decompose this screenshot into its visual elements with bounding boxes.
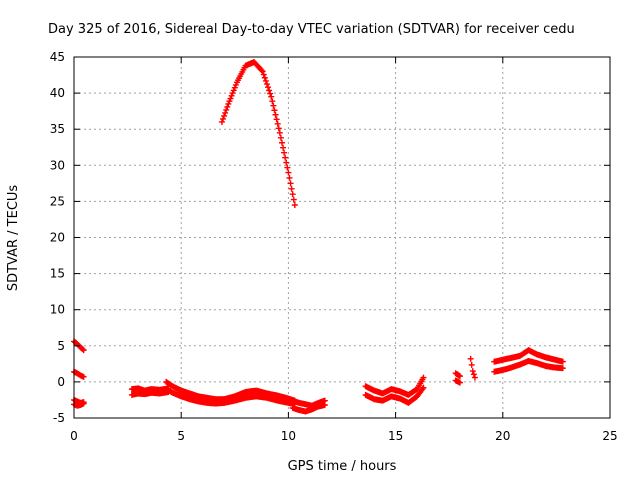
data-point <box>228 92 235 99</box>
data-point <box>80 400 87 407</box>
y-tick-label: 45 <box>50 50 65 64</box>
data-point <box>456 379 463 386</box>
data-point <box>271 107 278 114</box>
data-point <box>291 202 298 209</box>
data-point <box>420 374 427 381</box>
data-point <box>321 402 328 409</box>
data-point <box>227 95 234 102</box>
y-tick-label: 0 <box>57 375 65 389</box>
data-point <box>456 373 463 380</box>
data-point <box>262 77 269 84</box>
data-point <box>222 109 229 116</box>
data-point <box>269 98 276 105</box>
data-point <box>283 159 290 166</box>
data-point <box>273 116 280 123</box>
data-point <box>268 93 275 100</box>
y-tick-label: 10 <box>50 303 65 317</box>
x-tick-label: 0 <box>70 429 78 443</box>
x-tick-label: 20 <box>495 429 510 443</box>
tick-labels: 0 5 10 15 20 25 -5 0 5 10 15 20 25 30 35 40 45 <box>50 50 618 443</box>
grid <box>74 57 610 418</box>
data-point <box>231 84 238 91</box>
data-point <box>288 185 295 192</box>
data-point <box>281 149 288 156</box>
y-tick-label: 30 <box>50 158 65 172</box>
y-tick-label: -5 <box>53 411 65 425</box>
data-point <box>287 180 294 187</box>
data-point <box>263 81 270 88</box>
x-tick-label: 5 <box>177 429 185 443</box>
data-point <box>224 103 231 110</box>
data-point <box>270 102 277 109</box>
data-point <box>267 90 274 97</box>
data-point <box>420 384 427 391</box>
data-point <box>266 87 273 94</box>
data-point <box>232 81 239 88</box>
data-point <box>229 90 236 97</box>
chart-title: Day 325 of 2016, Sidereal Day-to-day VTE… <box>48 22 575 37</box>
data-point <box>286 174 293 181</box>
data-point <box>221 112 228 119</box>
data-point <box>275 125 282 132</box>
data-point <box>455 372 462 379</box>
data-point <box>258 67 265 74</box>
y-tick-label: 15 <box>50 267 65 281</box>
y-tick-label: 5 <box>57 339 65 353</box>
data-point <box>259 68 266 75</box>
y-tick-label: 25 <box>50 194 65 208</box>
data-point <box>468 361 475 368</box>
data-point <box>467 355 474 362</box>
y-tick-label: 20 <box>50 231 65 245</box>
ticks <box>73 56 611 419</box>
data-point <box>278 139 285 146</box>
data-point <box>285 169 292 176</box>
x-tick-label: 25 <box>602 429 617 443</box>
x-tick-label: 15 <box>388 429 403 443</box>
data-point <box>260 71 267 78</box>
data-points <box>71 59 566 415</box>
data-point <box>559 365 566 372</box>
data-point <box>230 87 237 94</box>
data-point <box>272 111 279 118</box>
data-point <box>79 346 86 353</box>
data-point <box>559 358 566 365</box>
y-tick-label: 35 <box>50 122 65 136</box>
data-point <box>80 373 87 380</box>
x-tick-label: 10 <box>281 429 296 443</box>
data-point <box>284 164 291 171</box>
data-point <box>282 154 289 161</box>
data-point <box>223 106 230 113</box>
data-point <box>469 368 476 375</box>
data-point <box>80 347 87 354</box>
data-point <box>265 84 272 91</box>
data-point <box>289 191 296 198</box>
data-point <box>274 120 281 127</box>
data-point <box>226 98 233 105</box>
data-point <box>261 74 268 81</box>
data-point <box>290 196 297 203</box>
data-point <box>470 371 477 378</box>
x-axis-title: GPS time / hours <box>288 459 397 474</box>
data-point <box>471 374 478 381</box>
data-point <box>280 144 287 151</box>
data-point <box>218 118 225 125</box>
data-point <box>276 129 283 136</box>
data-point <box>225 100 232 107</box>
y-tick-label: 40 <box>50 86 65 100</box>
data-point <box>220 115 227 122</box>
data-point <box>277 134 284 141</box>
y-axis-title: SDTVAR / TECUs <box>6 185 21 292</box>
